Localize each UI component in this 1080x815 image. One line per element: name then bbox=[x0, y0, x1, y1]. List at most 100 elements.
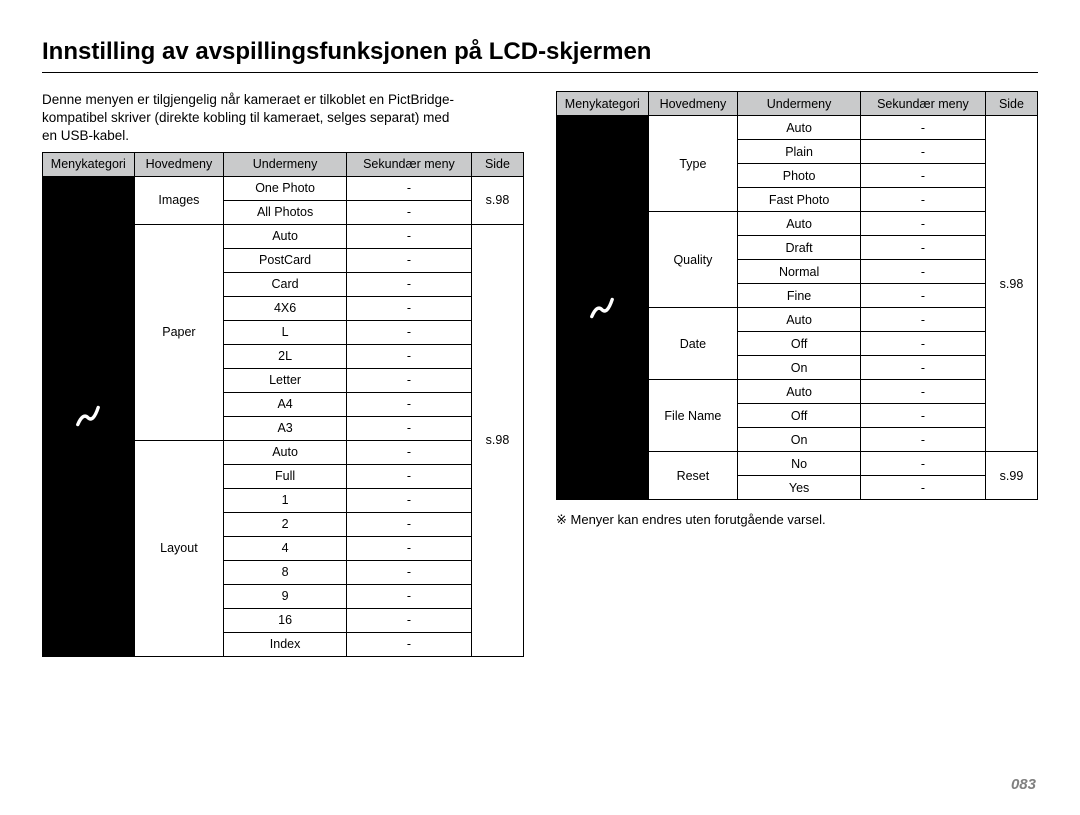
undermeny-cell: Auto bbox=[224, 224, 347, 248]
side-cell: s.98 bbox=[471, 224, 523, 656]
sekundaer-cell: - bbox=[347, 512, 472, 536]
undermeny-cell: On bbox=[738, 356, 861, 380]
undermeny-cell: 16 bbox=[224, 608, 347, 632]
sekundaer-cell: - bbox=[861, 260, 986, 284]
intro-line: Denne menyen er tilgjengelig når kamerae… bbox=[42, 92, 454, 107]
sekundaer-cell: - bbox=[347, 632, 472, 656]
left-menu-table: Menykategori Hovedmeny Undermeny Sekundæ… bbox=[42, 152, 524, 657]
sekundaer-cell: - bbox=[861, 212, 986, 236]
sekundaer-cell: - bbox=[347, 176, 472, 200]
undermeny-cell: Yes bbox=[738, 476, 861, 500]
undermeny-cell: Full bbox=[224, 464, 347, 488]
pictbridge-icon bbox=[43, 176, 135, 656]
undermeny-cell: Off bbox=[738, 332, 861, 356]
undermeny-cell: 2 bbox=[224, 512, 347, 536]
title-divider bbox=[42, 72, 1038, 73]
sekundaer-cell: - bbox=[347, 536, 472, 560]
hovedmeny-cell: Type bbox=[648, 116, 738, 212]
page-number: 083 bbox=[1011, 776, 1036, 793]
sekundaer-cell: - bbox=[347, 392, 472, 416]
col-header: Menykategori bbox=[43, 152, 135, 176]
undermeny-cell: Draft bbox=[738, 236, 861, 260]
undermeny-cell: All Photos bbox=[224, 200, 347, 224]
intro-line: en USB-kabel. bbox=[42, 128, 129, 143]
undermeny-cell: A3 bbox=[224, 416, 347, 440]
page-title: Innstilling av avspillingsfunksjonen på … bbox=[0, 0, 1080, 72]
sekundaer-cell: - bbox=[861, 308, 986, 332]
sekundaer-cell: - bbox=[861, 188, 986, 212]
sekundaer-cell: - bbox=[347, 416, 472, 440]
hovedmeny-cell: Paper bbox=[134, 224, 224, 440]
side-cell: s.98 bbox=[471, 176, 523, 224]
col-header: Undermeny bbox=[224, 152, 347, 176]
col-header: Sekundær meny bbox=[861, 92, 986, 116]
col-header: Menykategori bbox=[557, 92, 649, 116]
sekundaer-cell: - bbox=[861, 380, 986, 404]
sekundaer-cell: - bbox=[861, 404, 986, 428]
table-row: ImagesOne Photo-s.98 bbox=[43, 176, 524, 200]
undermeny-cell: L bbox=[224, 320, 347, 344]
sekundaer-cell: - bbox=[347, 224, 472, 248]
undermeny-cell: 4 bbox=[224, 536, 347, 560]
undermeny-cell: Index bbox=[224, 632, 347, 656]
undermeny-cell: 2L bbox=[224, 344, 347, 368]
sekundaer-cell: - bbox=[861, 284, 986, 308]
undermeny-cell: Normal bbox=[738, 260, 861, 284]
undermeny-cell: 4X6 bbox=[224, 296, 347, 320]
sekundaer-cell: - bbox=[347, 368, 472, 392]
intro-text: Denne menyen er tilgjengelig når kamerae… bbox=[42, 91, 524, 146]
hovedmeny-cell: Layout bbox=[134, 440, 224, 656]
sekundaer-cell: - bbox=[347, 200, 472, 224]
sekundaer-cell: - bbox=[861, 236, 986, 260]
undermeny-cell: Auto bbox=[738, 116, 861, 140]
sekundaer-cell: - bbox=[347, 296, 472, 320]
col-header: Hovedmeny bbox=[134, 152, 224, 176]
undermeny-cell: Plain bbox=[738, 140, 861, 164]
hovedmeny-cell: File Name bbox=[648, 380, 738, 452]
hovedmeny-cell: Date bbox=[648, 308, 738, 380]
undermeny-cell: Fast Photo bbox=[738, 188, 861, 212]
undermeny-cell: Auto bbox=[738, 212, 861, 236]
sekundaer-cell: - bbox=[347, 248, 472, 272]
undermeny-cell: Auto bbox=[738, 308, 861, 332]
side-cell: s.99 bbox=[985, 452, 1037, 500]
sekundaer-cell: - bbox=[347, 560, 472, 584]
right-menu-table: Menykategori Hovedmeny Undermeny Sekundæ… bbox=[556, 91, 1038, 500]
undermeny-cell: 8 bbox=[224, 560, 347, 584]
pictbridge-icon bbox=[557, 116, 649, 500]
sekundaer-cell: - bbox=[861, 452, 986, 476]
table-row: TypeAuto-s.98 bbox=[557, 116, 1038, 140]
undermeny-cell: A4 bbox=[224, 392, 347, 416]
sekundaer-cell: - bbox=[347, 608, 472, 632]
hovedmeny-cell: Images bbox=[134, 176, 224, 224]
sekundaer-cell: - bbox=[347, 272, 472, 296]
sekundaer-cell: - bbox=[861, 332, 986, 356]
col-header: Sekundær meny bbox=[347, 152, 472, 176]
hovedmeny-cell: Quality bbox=[648, 212, 738, 308]
undermeny-cell: 9 bbox=[224, 584, 347, 608]
sekundaer-cell: - bbox=[347, 320, 472, 344]
sekundaer-cell: - bbox=[861, 476, 986, 500]
sekundaer-cell: - bbox=[861, 164, 986, 188]
sekundaer-cell: - bbox=[347, 440, 472, 464]
undermeny-cell: 1 bbox=[224, 488, 347, 512]
footnote: ※ Menyer kan endres uten forutgående var… bbox=[556, 512, 1038, 528]
undermeny-cell: Auto bbox=[738, 380, 861, 404]
sekundaer-cell: - bbox=[861, 428, 986, 452]
sekundaer-cell: - bbox=[861, 356, 986, 380]
sekundaer-cell: - bbox=[861, 116, 986, 140]
sekundaer-cell: - bbox=[347, 488, 472, 512]
intro-line: kompatibel skriver (direkte kobling til … bbox=[42, 110, 449, 125]
sekundaer-cell: - bbox=[347, 464, 472, 488]
undermeny-cell: One Photo bbox=[224, 176, 347, 200]
undermeny-cell: Letter bbox=[224, 368, 347, 392]
col-header: Side bbox=[985, 92, 1037, 116]
sekundaer-cell: - bbox=[347, 584, 472, 608]
sekundaer-cell: - bbox=[861, 140, 986, 164]
hovedmeny-cell: Reset bbox=[648, 452, 738, 500]
undermeny-cell: No bbox=[738, 452, 861, 476]
undermeny-cell: On bbox=[738, 428, 861, 452]
col-header: Undermeny bbox=[738, 92, 861, 116]
undermeny-cell: Photo bbox=[738, 164, 861, 188]
undermeny-cell: Off bbox=[738, 404, 861, 428]
